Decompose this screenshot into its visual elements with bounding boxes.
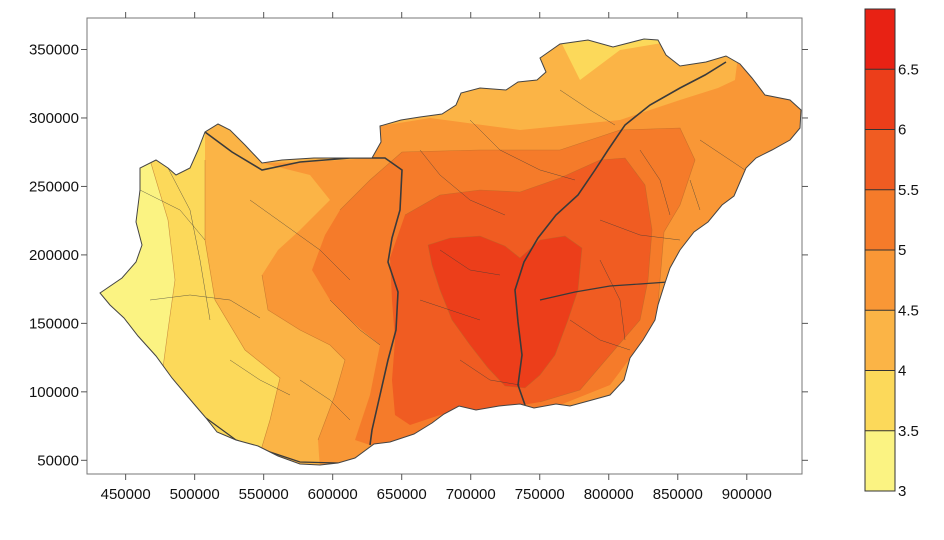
colorbar-swatch xyxy=(865,9,895,70)
x-tick-label: 550000 xyxy=(239,486,289,503)
y-tick-label: 350000 xyxy=(29,41,79,58)
colorbar-label: 3.5 xyxy=(898,423,919,440)
x-tick-label: 600000 xyxy=(308,486,358,503)
colorbar-legend: 3 3.5 4 4.5 5 5.5 6 6.5 xyxy=(864,8,919,500)
y-tick-label: 300000 xyxy=(29,110,79,127)
koros-river xyxy=(539,281,669,301)
x-tick-label: 750000 xyxy=(515,486,565,503)
x-tick-label: 500000 xyxy=(170,486,220,503)
country-border xyxy=(99,38,802,466)
x-tick-label: 450000 xyxy=(101,486,151,503)
colorbar-swatch xyxy=(865,370,895,431)
tisza-river xyxy=(514,61,727,406)
colorbar-swatch xyxy=(865,430,895,491)
x-tick-label: 800000 xyxy=(584,486,634,503)
x-tick-label: 900000 xyxy=(722,486,772,503)
y-axis: 50000 100000 150000 200000 250000 300000 35000… xyxy=(29,41,808,469)
y-tick-label: 200000 xyxy=(29,247,79,264)
colorbar-swatch xyxy=(865,69,895,130)
zone-6-6.5 xyxy=(428,236,582,388)
danube-river xyxy=(204,131,403,446)
colorbar-swatch xyxy=(865,129,895,190)
colorbar-swatch xyxy=(865,189,895,250)
y-tick-label: 150000 xyxy=(29,315,79,332)
colorbar-swatch xyxy=(865,250,895,311)
colorbar-label: 3 xyxy=(898,483,906,500)
x-tick-label: 700000 xyxy=(446,486,496,503)
colorbar-label: 5 xyxy=(898,242,906,259)
colorbar-label: 5.5 xyxy=(898,182,919,199)
colorbar-label: 4 xyxy=(898,363,906,380)
x-axis: 450000 500000 550000 600000 650000 700000 7500… xyxy=(101,12,772,503)
y-tick-label: 250000 xyxy=(29,178,79,195)
x-tick-label: 650000 xyxy=(377,486,427,503)
colorbar-label: 6.5 xyxy=(898,61,919,78)
colorbar-label: 6 xyxy=(898,122,906,139)
colorbar-label: 4.5 xyxy=(898,302,919,319)
y-tick-label: 100000 xyxy=(29,384,79,401)
x-tick-label: 850000 xyxy=(653,486,703,503)
minor-lines xyxy=(139,89,746,421)
y-tick-label: 50000 xyxy=(37,452,79,469)
colorbar-swatch xyxy=(865,310,895,371)
